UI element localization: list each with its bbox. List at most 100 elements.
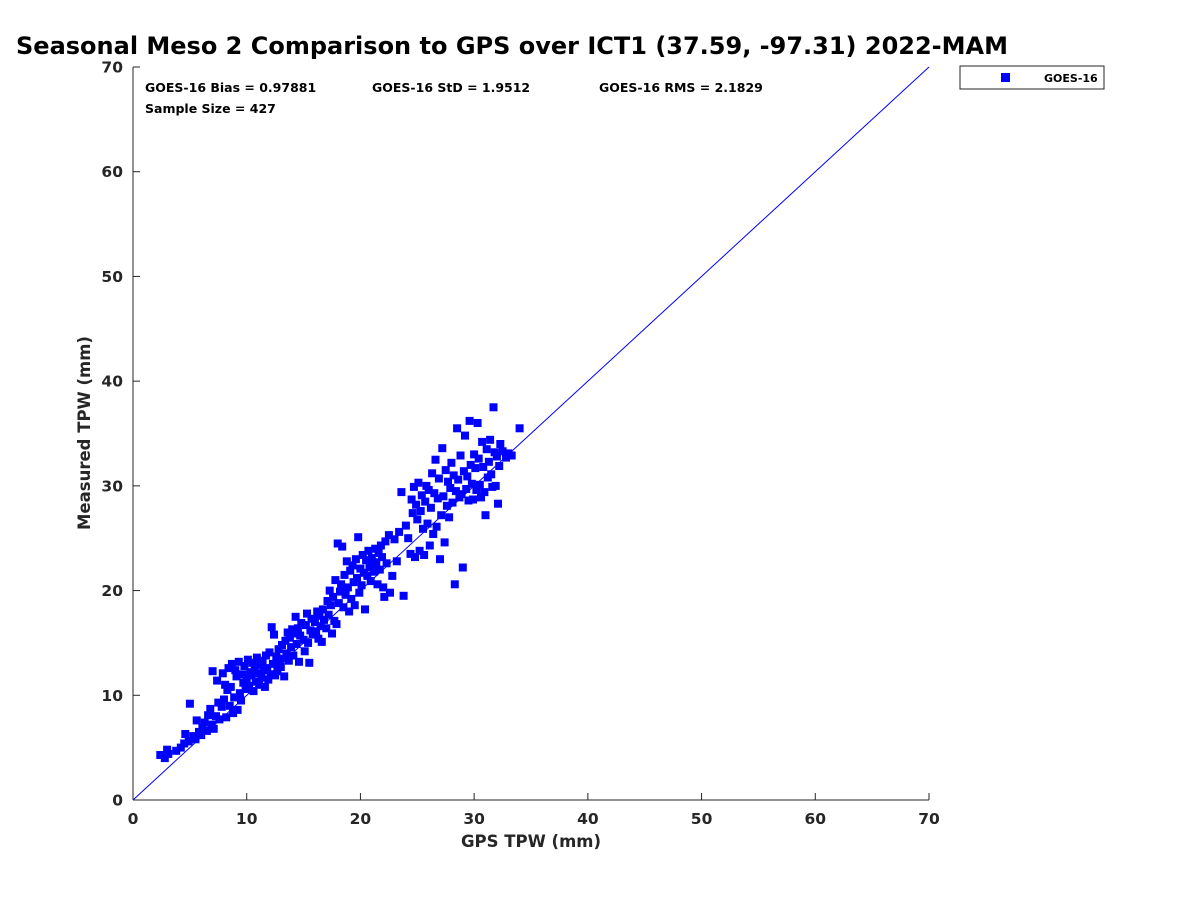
data-point	[353, 574, 361, 582]
data-point	[357, 581, 366, 590]
data-point	[206, 704, 215, 713]
data-point	[378, 553, 386, 562]
data-point	[226, 682, 235, 691]
data-point	[337, 580, 346, 589]
x-tick-label: 0	[128, 810, 139, 828]
data-point	[486, 435, 495, 444]
data-point	[414, 478, 423, 487]
data-point	[438, 444, 447, 453]
data-point	[345, 607, 354, 616]
data-point	[432, 522, 441, 531]
data-point	[382, 559, 391, 568]
data-point	[224, 664, 233, 673]
x-ticks: 0 10 20 30 40 50 60 70	[128, 793, 940, 828]
data-point	[208, 667, 217, 676]
data-point	[238, 670, 247, 679]
data-point	[304, 638, 313, 647]
x-tick-label: 30	[463, 810, 485, 828]
data-point	[282, 649, 291, 658]
data-point	[421, 497, 430, 506]
data-point	[461, 431, 469, 440]
data-point	[243, 655, 252, 664]
y-tick-label: 10	[101, 687, 123, 705]
data-point	[424, 486, 433, 494]
data-point	[283, 628, 292, 637]
data-point	[346, 566, 355, 575]
data-point	[480, 488, 489, 497]
data-point	[263, 664, 272, 673]
data-point	[278, 641, 286, 649]
data-point	[209, 724, 218, 733]
data-point	[445, 513, 454, 522]
data-point	[426, 503, 435, 512]
data-point	[444, 477, 452, 486]
data-point	[229, 709, 238, 718]
data-point	[299, 635, 308, 644]
data-point	[342, 557, 351, 566]
data-point	[371, 544, 380, 553]
data-point	[233, 705, 242, 714]
data-point	[235, 689, 244, 698]
data-point	[350, 601, 359, 610]
data-point	[428, 469, 437, 478]
data-point	[491, 481, 500, 490]
y-axis-label: Measured TPW (mm)	[75, 336, 94, 530]
data-point	[242, 674, 251, 683]
data-point	[416, 507, 425, 515]
data-point	[156, 751, 165, 759]
data-point	[339, 603, 348, 612]
data-point	[467, 479, 476, 488]
data-point	[441, 466, 450, 475]
y-ticks: 0 10 20 30 40 50 60 70	[101, 59, 140, 810]
data-point	[374, 548, 383, 557]
data-point	[172, 746, 181, 755]
data-point	[313, 607, 322, 616]
data-point	[315, 611, 324, 620]
data-point	[417, 491, 426, 500]
data-point	[449, 471, 458, 480]
data-point	[324, 610, 333, 619]
data-point	[492, 452, 501, 461]
data-point	[248, 658, 257, 667]
data-point	[296, 631, 305, 640]
y-tick-label: 70	[101, 59, 123, 77]
data-point	[409, 482, 418, 491]
data-point	[256, 660, 265, 669]
data-point	[279, 654, 288, 663]
data-point	[379, 583, 388, 592]
data-point	[431, 455, 440, 464]
data-point	[487, 470, 496, 479]
data-point	[160, 754, 169, 763]
data-point	[464, 496, 473, 505]
data-point	[366, 577, 375, 586]
x-tick-label: 60	[804, 810, 826, 828]
data-point	[446, 484, 455, 492]
data-point	[281, 636, 290, 645]
data-point	[463, 472, 472, 481]
y-tick-label: 20	[101, 582, 123, 600]
data-point	[222, 713, 231, 722]
data-point	[356, 564, 365, 573]
data-point	[191, 735, 200, 744]
legend: GOES-16	[959, 65, 1105, 90]
data-point	[215, 715, 224, 724]
data-point	[465, 416, 474, 425]
data-point	[220, 695, 228, 704]
data-point	[237, 696, 245, 705]
data-point	[474, 454, 483, 463]
data-point	[430, 489, 439, 498]
data-point	[293, 624, 302, 633]
data-point	[240, 662, 249, 670]
data-point	[289, 651, 298, 660]
data-point	[322, 624, 331, 633]
data-point	[265, 648, 274, 657]
data-point	[204, 711, 213, 720]
data-point	[502, 453, 510, 462]
data-point	[264, 675, 273, 684]
data-point	[207, 720, 216, 729]
data-point	[451, 487, 460, 496]
data-point	[303, 609, 311, 618]
data-point	[392, 557, 401, 566]
data-point	[401, 521, 410, 530]
data-point	[478, 437, 487, 446]
